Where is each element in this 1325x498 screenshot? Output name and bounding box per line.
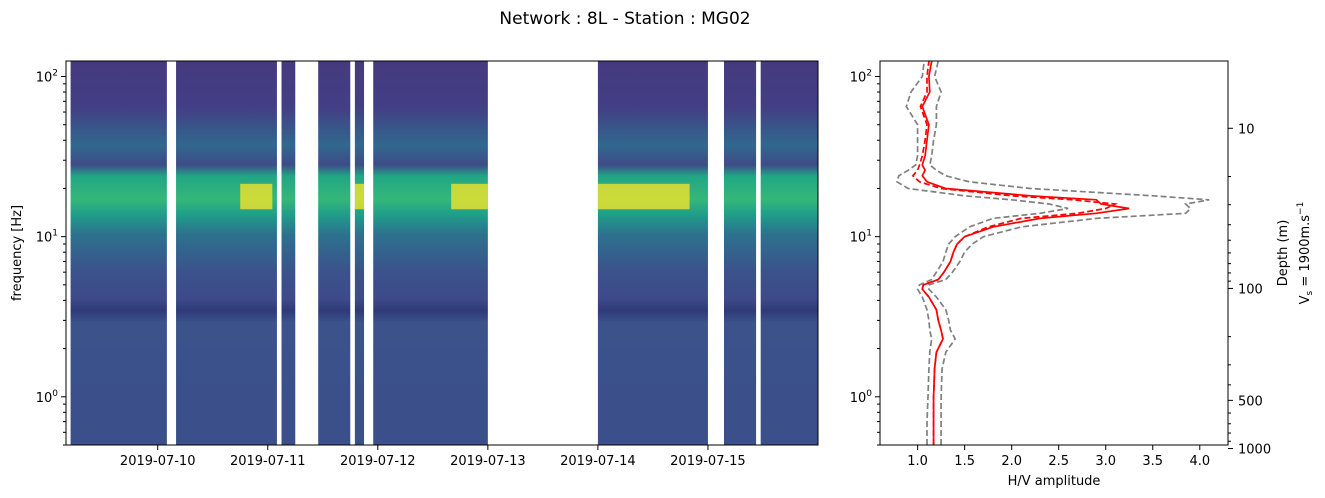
y-tick-label: 101	[36, 229, 58, 246]
spectrogram-peak-1	[451, 183, 488, 210]
spectrogram-frame	[65, 60, 819, 446]
spectrogram-segment-7	[724, 61, 757, 445]
hv-panel: 100 101 102 1.0 1.5 2.0 2.5 3.0 3.5 4.0 10 100 500…	[850, 60, 1315, 489]
vs-label-sup: −1	[1296, 202, 1306, 215]
hv-y-ticks: 100 101 102	[850, 69, 880, 446]
y-tick-label: 102	[36, 69, 58, 86]
hv-curve-3	[928, 60, 1210, 445]
spectrogram-y-axis-label: frequency [Hz]	[10, 205, 25, 301]
spectrogram-segment-2	[281, 61, 296, 445]
vs-label-middle: = 1900m.s	[1298, 215, 1313, 291]
x-tick-label: 2019-07-14	[560, 454, 636, 469]
depth-axis-label: Depth (m)	[1276, 220, 1291, 287]
y-tick-label: 100	[850, 389, 873, 406]
hv-x-tick-label: 4.0	[1189, 454, 1210, 469]
vs-axis-label: Vs = 1900m.s−1	[1296, 202, 1315, 305]
hv-x-ticks: 1.0 1.5 2.0 2.5 3.0 3.5 4.0	[907, 445, 1210, 469]
spectrogram-panel: 100 101 102 2019-07-10 2019-07-11 2019-07-12…	[10, 60, 819, 469]
spectrogram-y-ticks: 100 101 102	[36, 69, 66, 446]
hv-x-axis-label: H/V amplitude	[1008, 474, 1101, 489]
hv-x-tick-label: 3.5	[1142, 454, 1163, 469]
hv-x-tick-label: 2.5	[1048, 454, 1069, 469]
hv-x-tick-label: 2.0	[1001, 454, 1022, 469]
hv-depth-ticks: 10 100 500 1000	[1228, 122, 1271, 458]
spectrogram-segment-5	[373, 61, 488, 445]
spectrogram-segment-8	[760, 61, 818, 445]
hv-x-tick-label: 1.0	[907, 454, 928, 469]
depth-tick-label: 100	[1238, 282, 1263, 297]
spectrogram-peak-3	[354, 183, 365, 210]
y-tick-label: 100	[36, 389, 59, 406]
hv-x-tick-label: 1.5	[954, 454, 975, 469]
depth-tick-label: 10	[1238, 122, 1255, 137]
spectrogram-segment-1	[176, 61, 277, 445]
spectrogram-segment-3	[318, 61, 351, 445]
figure-title: Network : 8L - Station : MG02	[499, 9, 750, 29]
hv-curve-0	[921, 60, 1130, 445]
x-tick-label: 2019-07-10	[120, 454, 196, 469]
depth-tick-label: 500	[1238, 394, 1263, 409]
vs-label-sub: s	[1305, 290, 1315, 295]
spectrogram-peak-0	[240, 183, 273, 210]
x-tick-label: 2019-07-15	[670, 454, 746, 469]
spectrogram-segment-4	[354, 61, 365, 445]
y-tick-label: 102	[850, 69, 872, 86]
x-tick-label: 2019-07-11	[230, 454, 306, 469]
spectrogram-strips	[70, 61, 818, 445]
depth-tick-label: 1000	[1238, 443, 1271, 458]
hv-x-tick-label: 3.0	[1095, 454, 1116, 469]
hv-curves	[895, 60, 1210, 445]
hv-curve-1	[911, 60, 1119, 445]
hv-curve-2	[895, 60, 1069, 445]
spectrogram-peak-2	[597, 183, 690, 210]
y-tick-label: 101	[850, 229, 872, 246]
vs-label-prefix: V	[1298, 295, 1313, 304]
spectrogram-x-ticks: 2019-07-10 2019-07-11 2019-07-12 2019-07-13…	[120, 445, 746, 469]
x-tick-label: 2019-07-12	[340, 454, 416, 469]
x-tick-label: 2019-07-13	[450, 454, 526, 469]
spectrogram-segment-6	[597, 61, 708, 445]
spectrogram-segment-0	[70, 61, 167, 445]
hv-frame	[879, 60, 1229, 446]
